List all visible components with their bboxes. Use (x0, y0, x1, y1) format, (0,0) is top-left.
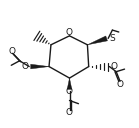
Polygon shape (31, 64, 49, 69)
Polygon shape (67, 78, 72, 89)
Text: O: O (21, 62, 28, 71)
Text: O: O (66, 87, 73, 96)
Text: O: O (66, 28, 73, 37)
Text: O: O (8, 47, 15, 56)
Text: O: O (117, 80, 124, 89)
Text: O: O (111, 62, 117, 71)
Text: S: S (109, 34, 115, 43)
Text: O: O (66, 108, 73, 117)
Polygon shape (87, 36, 107, 45)
